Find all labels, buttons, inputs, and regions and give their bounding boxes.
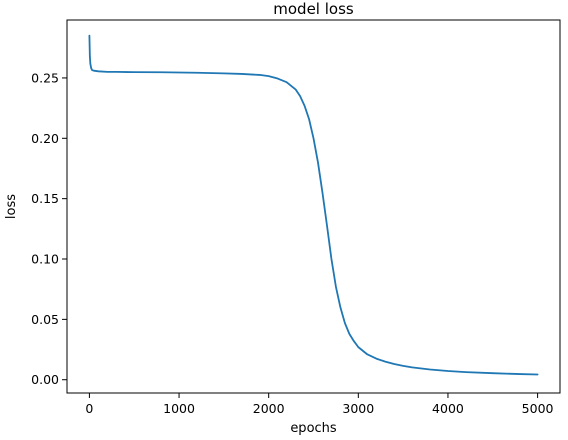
y-tick-label: 0.25 — [31, 70, 59, 85]
y-tick-label: 0.00 — [31, 372, 59, 387]
y-tick-label: 0.10 — [31, 252, 59, 267]
x-axis-ticks: 0 1000 2000 3000 4000 5000 — [85, 393, 554, 416]
x-tick-label: 0 — [85, 401, 93, 416]
y-tick-label: 0.05 — [31, 312, 59, 327]
y-axis-ticks: 0.00 0.05 0.10 0.15 0.20 0.25 — [31, 70, 67, 387]
x-axis-label: epochs — [290, 421, 337, 436]
y-tick-label: 0.20 — [31, 131, 59, 146]
x-tick-label: 3000 — [342, 401, 374, 416]
axes-frame — [66, 19, 561, 394]
chart-title: model loss — [273, 0, 354, 18]
y-tick-label: 0.15 — [31, 191, 59, 206]
x-tick-label: 5000 — [522, 401, 554, 416]
loss-series-line — [88, 34, 539, 376]
plot-area — [88, 34, 539, 376]
x-tick-label: 1000 — [163, 401, 195, 416]
x-tick-label: 4000 — [432, 401, 464, 416]
x-tick-label: 2000 — [253, 401, 285, 416]
y-axis-label: loss — [4, 194, 19, 219]
